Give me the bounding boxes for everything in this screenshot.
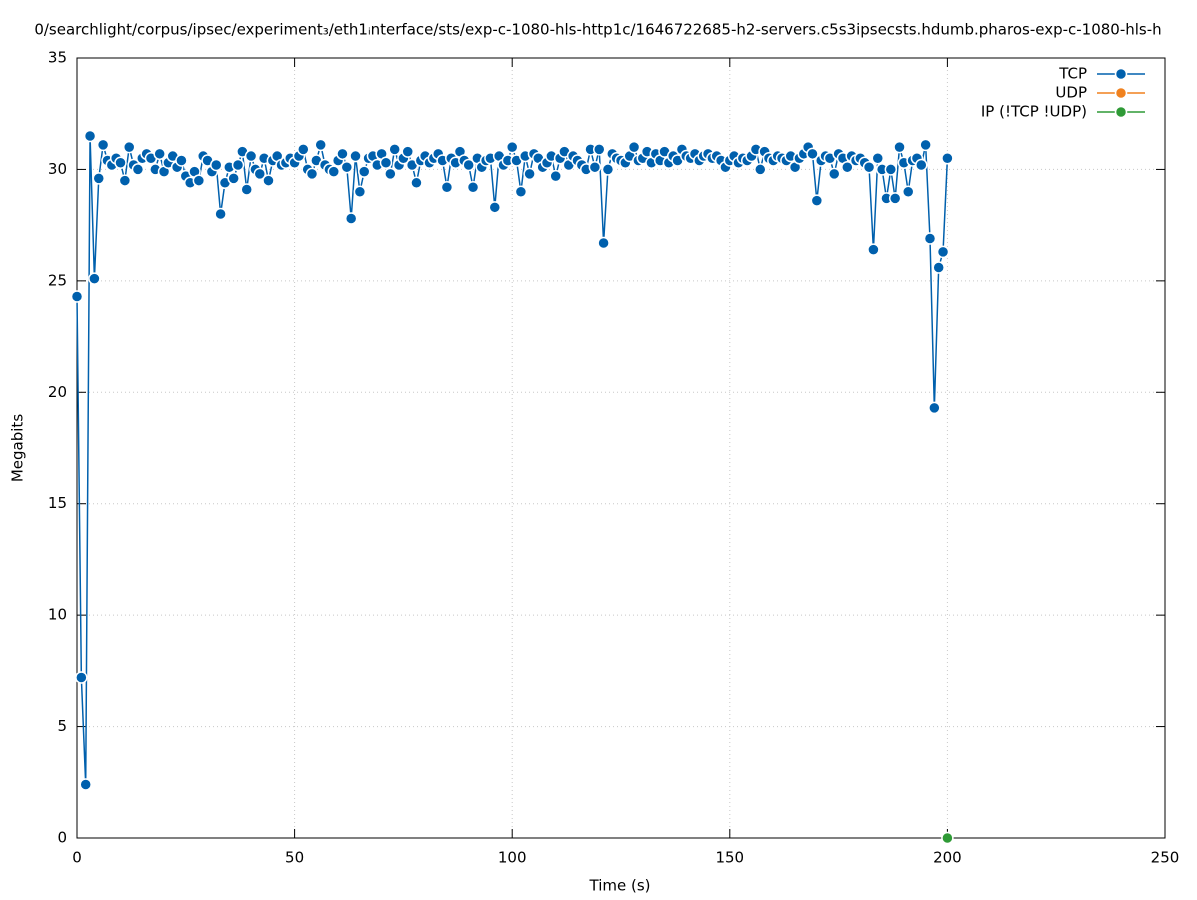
data-point — [941, 831, 954, 845]
data-point — [440, 181, 454, 194]
data-point — [549, 169, 562, 183]
data-point — [871, 152, 885, 165]
data-point — [597, 236, 610, 250]
data-point — [941, 152, 954, 165]
data-point — [410, 176, 423, 190]
data-point — [227, 172, 240, 185]
data-point — [262, 174, 275, 187]
data-point — [231, 158, 245, 172]
data-point — [122, 140, 136, 154]
data-point — [305, 167, 319, 181]
y-tick-label: 10 — [48, 606, 67, 624]
plot-border — [76, 57, 1166, 839]
y-tick-label: 30 — [48, 160, 67, 178]
data-point — [353, 185, 367, 198]
data-point — [114, 156, 127, 169]
legend-marker — [1114, 67, 1128, 81]
data-point — [75, 671, 88, 684]
data-point — [466, 181, 480, 194]
legend-marker — [1114, 105, 1128, 119]
data-point — [83, 129, 97, 143]
data-point — [96, 138, 110, 152]
data-point — [932, 261, 945, 274]
data-point — [888, 192, 902, 205]
legend-marker — [1114, 86, 1128, 100]
data-point — [884, 163, 898, 176]
data-point — [462, 158, 475, 172]
data-point — [340, 160, 354, 174]
data-point — [592, 143, 606, 156]
data-point — [70, 290, 84, 303]
data-point — [327, 165, 341, 178]
data-point — [88, 272, 101, 285]
data-point — [867, 243, 880, 256]
data-point — [505, 140, 519, 154]
data-point — [401, 145, 415, 158]
data-point — [240, 183, 253, 196]
y-tick-label: 35 — [48, 49, 67, 67]
x-tick-label: 50 — [285, 849, 304, 867]
data-point — [214, 207, 227, 221]
data-point — [901, 185, 915, 198]
y-tick-label: 15 — [48, 494, 67, 512]
y-axis-label: Megabits — [9, 414, 27, 482]
data-point — [841, 160, 854, 174]
data-point — [806, 147, 819, 161]
x-tick-label: 150 — [715, 849, 744, 867]
data-point — [118, 174, 132, 187]
data-point — [336, 147, 349, 161]
data-point — [754, 163, 767, 176]
data-point — [175, 154, 188, 167]
data-point — [253, 167, 267, 181]
data-point — [153, 147, 166, 161]
chart-title: 0/searchlight/corpus/ipsec/experiment₃/e… — [34, 21, 1161, 39]
data-point — [349, 149, 362, 163]
data-point — [344, 212, 358, 225]
data-point — [923, 232, 937, 245]
y-tick-label: 25 — [48, 271, 67, 289]
legend-label: IP (!TCP !UDP) — [981, 103, 1087, 121]
data-point — [862, 160, 876, 174]
data-point — [92, 172, 106, 185]
data-point — [915, 158, 928, 172]
data-point — [893, 140, 906, 154]
legend-label: TCP — [1058, 65, 1087, 83]
y-tick-label: 20 — [48, 383, 67, 401]
x-axis-label: Time (s) — [589, 877, 651, 895]
legend-label: UDP — [1055, 84, 1087, 102]
y-tick-label: 5 — [57, 717, 67, 735]
data-point — [936, 245, 950, 259]
data-point — [384, 167, 397, 181]
data-point — [379, 156, 393, 169]
x-tick-label: 0 — [72, 849, 82, 867]
data-point — [919, 138, 932, 152]
data-point — [388, 143, 401, 156]
series-line — [76, 135, 949, 785]
data-point — [627, 140, 641, 154]
data-point — [514, 185, 528, 198]
data-point — [523, 167, 536, 181]
data-point — [827, 167, 841, 181]
data-point — [601, 163, 615, 176]
y-tick-label: 0 — [57, 829, 67, 847]
data-point — [314, 138, 327, 152]
x-tick-label: 250 — [1151, 849, 1180, 867]
data-point — [79, 778, 92, 791]
data-point — [488, 201, 502, 214]
data-point — [192, 174, 206, 187]
data-point — [131, 163, 145, 176]
data-point — [810, 194, 824, 207]
data-point — [357, 165, 371, 178]
data-point — [244, 149, 258, 163]
data-point — [928, 401, 941, 415]
data-point — [297, 143, 310, 156]
x-tick-label: 100 — [498, 849, 527, 867]
data-point — [588, 160, 602, 174]
data-point — [210, 158, 223, 172]
x-tick-label: 200 — [933, 849, 962, 867]
